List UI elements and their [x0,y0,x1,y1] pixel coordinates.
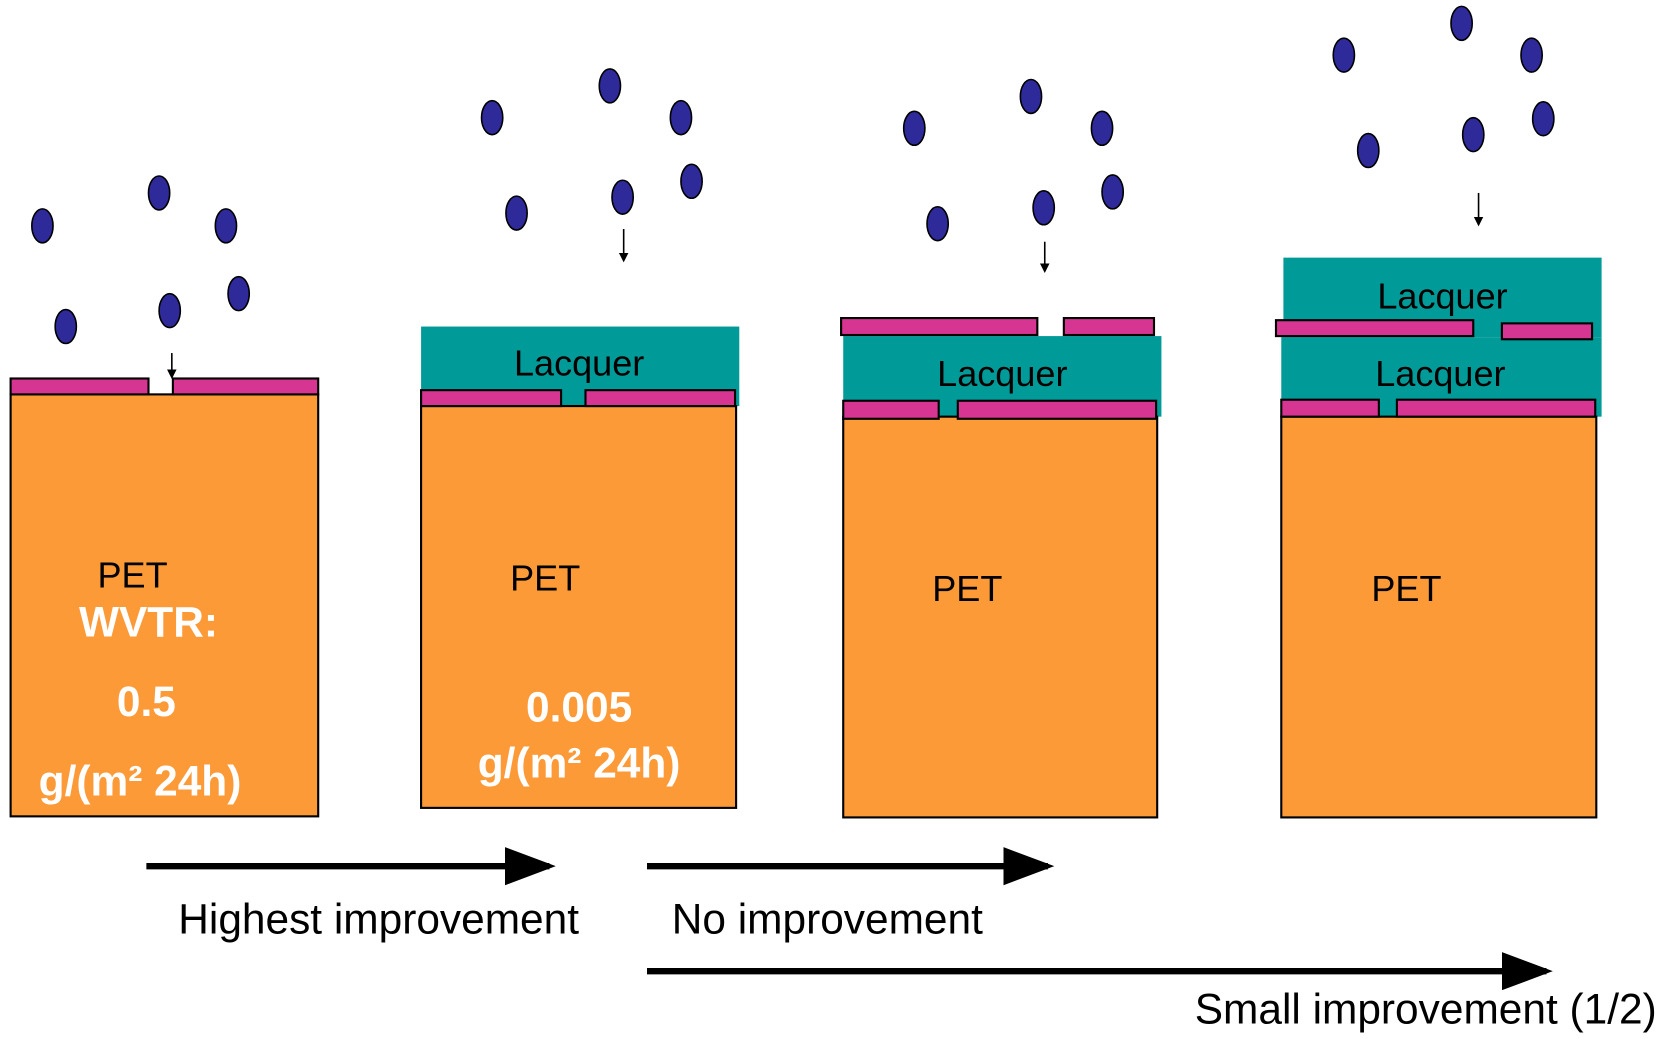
pet-substrate [1280,415,1598,819]
barrier-layer [420,389,563,408]
barrier-layer [1062,317,1156,337]
barrier-layer [956,399,1158,420]
wvtr-label: WVTR: [79,599,218,646]
molecules [480,68,703,231]
barrier-layer [9,377,150,396]
barrier-layer [842,399,940,420]
barrier-layer [1274,319,1475,338]
wvtr-unit: g/(m² 24h) [39,758,242,805]
pet-substrate [842,415,1159,819]
barrier-layer [1280,398,1380,418]
coating-label: Lacquer [1377,275,1507,316]
substrate-label: PET [98,554,168,595]
barrier-layer [1500,322,1594,341]
wvtr-value: 0.5 [117,678,176,725]
wvtr-value: 0.005 [526,684,632,731]
arrow-label: Highest improvement [178,896,579,943]
barrier-layer [840,317,1039,337]
molecules [1332,5,1555,169]
panel: Lacquer PET [840,78,1162,819]
panel: PET WVTR: 0.5 g/(m² 24h) [9,175,320,818]
coating-label: Lacquer [1375,353,1505,394]
substrate-label: PET [510,558,580,599]
panel: Lacquer PET 0.005 g/(m² 24h) [420,68,740,809]
barrier-layer [1395,398,1597,418]
arrow-label: No improvement [672,896,983,943]
wvtr-unit: g/(m² 24h) [478,740,681,787]
coating-label: Lacquer [514,342,644,383]
coating-label: Lacquer [937,353,1067,394]
pet-substrate [420,404,738,809]
panel: Lacquer Lacquer PET [1274,5,1602,819]
substrate-label: PET [1371,568,1441,609]
substrate-label: PET [932,568,1002,609]
barrier-layer [584,389,737,408]
molecules [902,78,1125,242]
molecules [31,175,251,345]
barrier-layer [171,377,320,396]
pet-substrate [9,393,320,818]
arrow-label: Small improvement (1/2) [1195,986,1657,1033]
